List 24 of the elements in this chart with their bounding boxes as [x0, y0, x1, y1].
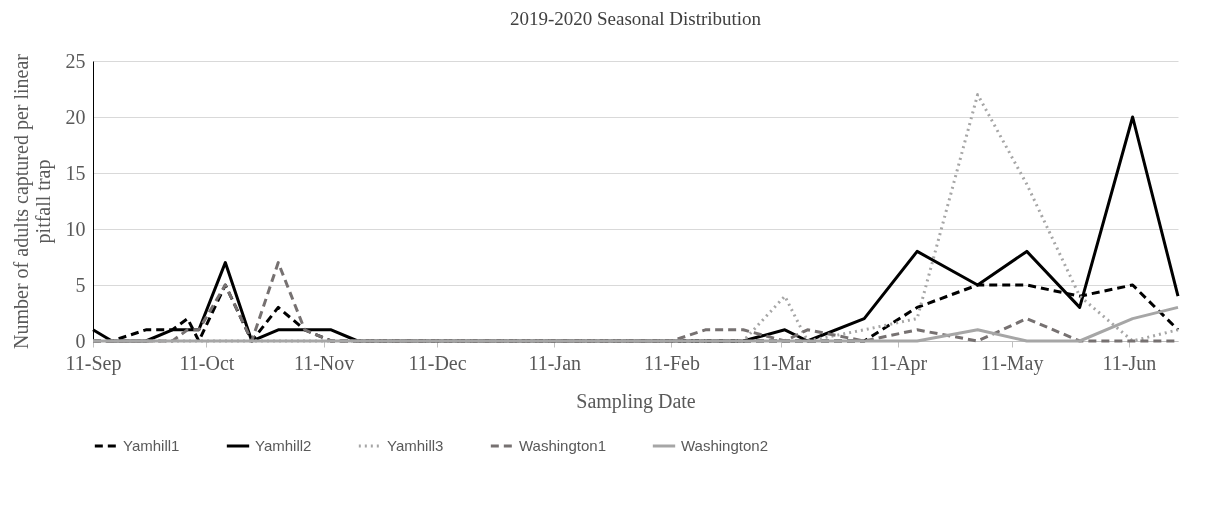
x-tick-label: 11-Feb — [643, 351, 700, 374]
x-tick-label: 11-Dec — [408, 351, 467, 374]
legend-label: Washington2 — [681, 437, 768, 454]
x-tick-label: 11-Mar — [751, 351, 812, 374]
y-tick-label: 15 — [65, 161, 86, 184]
legend-label: Yamhill3 — [387, 437, 444, 454]
x-tick-label: 11-Sep — [65, 351, 122, 375]
legend-label: Yamhill1 — [123, 437, 180, 454]
x-tick-label: 11-Apr — [870, 351, 928, 375]
y-tick-label: 5 — [75, 273, 86, 296]
legend-label: Washington1 — [519, 437, 606, 454]
x-tick-label: 11-Jan — [528, 351, 582, 374]
x-tick-label: 11-Oct — [179, 351, 235, 374]
chart-title: 2019-2020 Seasonal Distribution — [509, 8, 762, 29]
y-tick-label: 20 — [65, 105, 86, 128]
x-tick-label: 11-Jun — [1102, 351, 1157, 374]
y-axis-title: Number of adults captured per linear pitfall trap — [9, 53, 55, 349]
y-tick-label: 25 — [65, 49, 86, 72]
x-tick-label: 11-Nov — [293, 351, 355, 374]
legend-label: Yamhill2 — [255, 437, 312, 454]
x-axis-title: Sampling Date — [576, 389, 696, 413]
y-tick-label: 0 — [75, 329, 86, 352]
x-tick-label: 11-May — [980, 351, 1044, 375]
y-tick-label: 10 — [65, 217, 86, 240]
